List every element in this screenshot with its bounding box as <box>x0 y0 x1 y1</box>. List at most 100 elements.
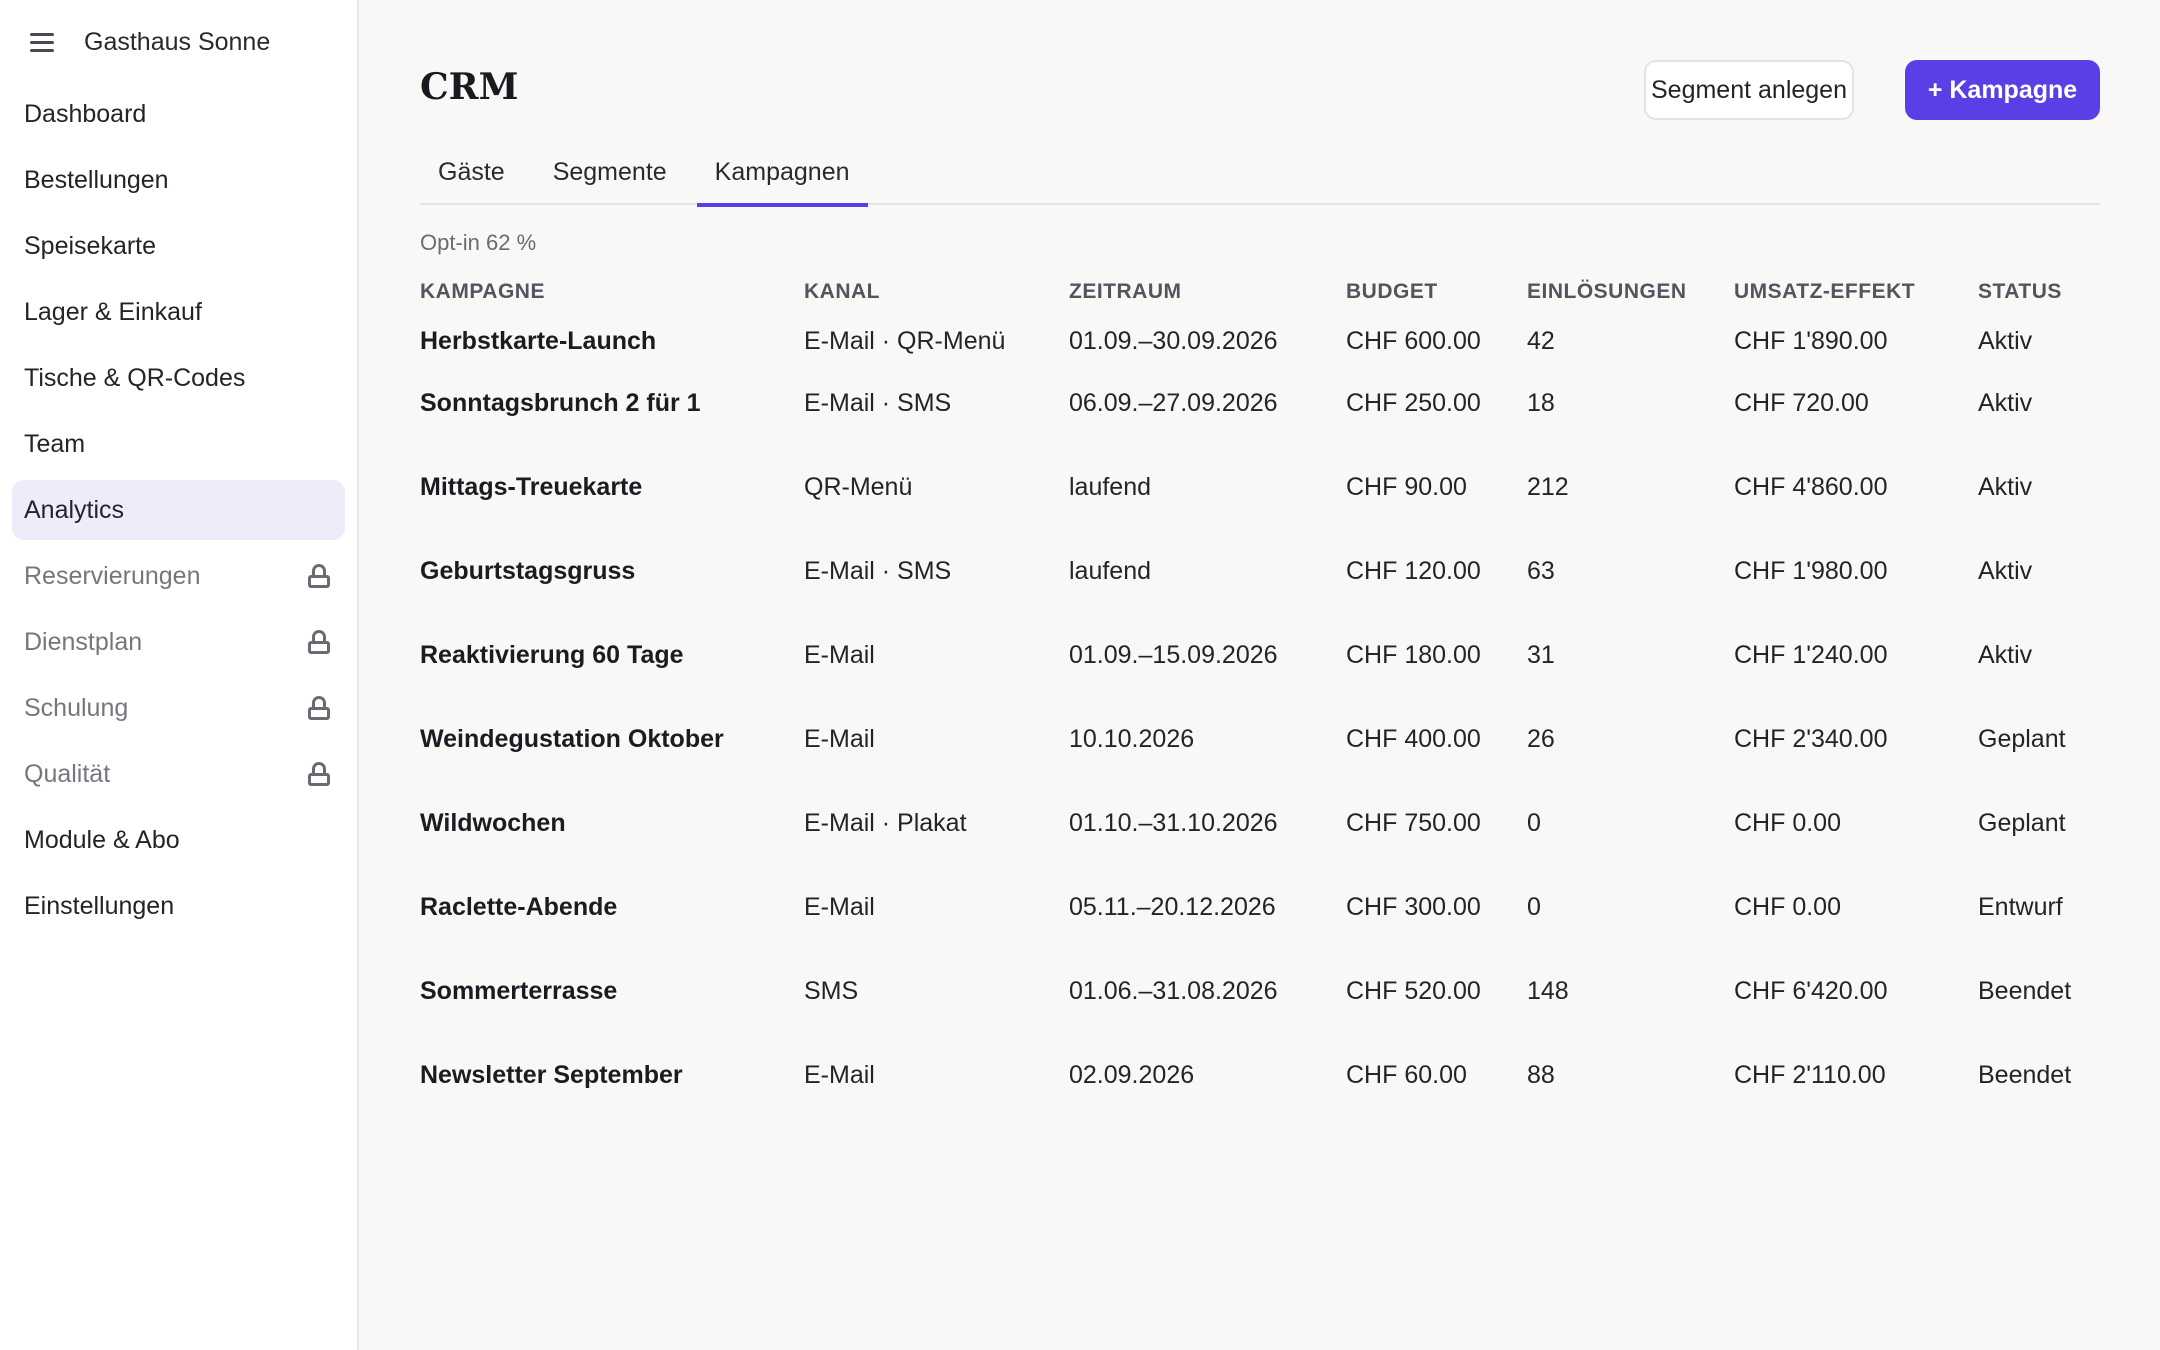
campaign-revenue-effect: CHF 1'890.00 <box>1734 326 1888 355</box>
campaign-status: Aktiv <box>1978 472 2033 501</box>
campaign-name: Sommerterrasse <box>420 976 618 1005</box>
sidebar-item-reservierungen[interactable]: Reservierungen <box>12 546 345 606</box>
add-kampagne-button[interactable]: + Kampagne <box>1905 60 2100 120</box>
column-header-kanal[interactable]: KANAL <box>804 280 880 303</box>
lock-icon <box>307 629 331 655</box>
campaign-name: Newsletter September <box>420 1060 683 1089</box>
campaign-channel: E-Mail <box>804 892 875 921</box>
column-header-budget[interactable]: BUDGET <box>1346 280 1438 303</box>
sidebar-item-speisekarte[interactable]: Speisekarte <box>12 216 345 276</box>
campaign-budget: CHF 180.00 <box>1346 640 1481 669</box>
campaign-redemptions: 212 <box>1527 472 1569 501</box>
campaign-redemptions: 148 <box>1527 976 1569 1005</box>
table-row[interactable]: Geburtstagsgruss E-Mail · SMS laufend CH… <box>420 540 2100 624</box>
sidebar-item-label: Qualität <box>24 759 111 788</box>
tab-kampagnen[interactable]: Kampagnen <box>696 148 868 207</box>
campaign-status: Aktiv <box>1978 326 2033 355</box>
hamburger-menu-icon[interactable] <box>28 31 56 53</box>
campaign-redemptions: 18 <box>1527 388 1555 417</box>
campaign-period: 02.09.2026 <box>1069 1060 1195 1089</box>
sidebar-item-label: Bestellungen <box>24 165 169 194</box>
campaign-channel: E-Mail · Plakat <box>804 808 967 837</box>
table-row[interactable]: Reaktivierung 60 Tage E-Mail 01.09.–15.0… <box>420 624 2100 708</box>
campaign-budget: CHF 90.00 <box>1346 472 1467 501</box>
column-header-umsatz-effekt[interactable]: UMSATZ-EFFEKT <box>1734 280 1916 303</box>
campaign-period: 01.10.–31.10.2026 <box>1069 808 1278 837</box>
campaign-budget: CHF 60.00 <box>1346 1060 1467 1089</box>
campaign-channel: E-Mail <box>804 724 875 753</box>
sidebar-item-label: Tische & QR-Codes <box>24 363 246 392</box>
campaign-redemptions: 88 <box>1527 1060 1555 1089</box>
sidebar-item-label: Lager & Einkauf <box>24 297 202 326</box>
sidebar-item-lager-einkauf[interactable]: Lager & Einkauf <box>12 282 345 342</box>
sidebar-item-team[interactable]: Team <box>12 414 345 474</box>
table-row[interactable]: Herbstkarte-Launch E-Mail · QR-Menü 01.0… <box>420 316 2100 372</box>
campaign-status: Entwurf <box>1978 892 2063 921</box>
table-row[interactable]: Sommerterrasse SMS 01.06.–31.08.2026 CHF… <box>420 960 2100 1044</box>
campaign-name: Weindegustation Oktober <box>420 724 724 753</box>
column-header-zeitraum[interactable]: ZEITRAUM <box>1069 280 1182 303</box>
table-row[interactable]: Sonntagsbrunch 2 für 1 E-Mail · SMS 06.0… <box>420 372 2100 456</box>
campaign-budget: CHF 400.00 <box>1346 724 1481 753</box>
sidebar-item-label: Einstellungen <box>24 891 175 920</box>
tab-gaeste[interactable]: Gäste <box>438 158 505 186</box>
campaign-period: 06.09.–27.09.2026 <box>1069 388 1278 417</box>
campaign-revenue-effect: CHF 2'340.00 <box>1734 724 1888 753</box>
table-row[interactable]: Mittags-Treuekarte QR-Menü laufend CHF 9… <box>420 456 2100 540</box>
column-header-einloesungen[interactable]: EINLÖSUNGEN <box>1527 280 1687 303</box>
campaign-status: Beendet <box>1978 1060 2072 1089</box>
sidebar-item-label: Module & Abo <box>24 825 180 854</box>
sidebar-item-bestellungen[interactable]: Bestellungen <box>12 150 345 210</box>
app-name: Gasthaus Sonne <box>84 27 271 56</box>
optin-rate: Opt-in 62 % <box>420 230 537 255</box>
campaign-revenue-effect: CHF 0.00 <box>1734 808 1841 837</box>
lock-icon <box>307 695 331 721</box>
sidebar-item-label: Schulung <box>24 693 129 722</box>
sidebar-item-dashboard[interactable]: Dashboard <box>12 84 345 144</box>
campaign-name: Sonntagsbrunch 2 für 1 <box>420 388 701 417</box>
sidebar-item-label: Analytics <box>24 495 125 524</box>
sidebar-item-label: Team <box>24 429 86 458</box>
campaign-redemptions: 0 <box>1527 892 1541 921</box>
campaign-channel: E-Mail · SMS <box>804 556 952 585</box>
sidebar-item-dienstplan[interactable]: Dienstplan <box>12 612 345 672</box>
sidebar-item-tische-qr-codes[interactable]: Tische & QR-Codes <box>12 348 345 408</box>
campaign-revenue-effect: CHF 6'420.00 <box>1734 976 1888 1005</box>
campaign-revenue-effect: CHF 1'980.00 <box>1734 556 1888 585</box>
campaign-status: Aktiv <box>1978 388 2033 417</box>
campaign-budget: CHF 600.00 <box>1346 326 1481 355</box>
campaign-name: Reaktivierung 60 Tage <box>420 640 684 669</box>
campaign-redemptions: 42 <box>1527 326 1555 355</box>
sidebar-item-schulung[interactable]: Schulung <box>12 678 345 738</box>
campaign-redemptions: 26 <box>1527 724 1555 753</box>
sidebar-item-analytics[interactable]: Analytics <box>12 480 345 540</box>
campaign-revenue-effect: CHF 2'110.00 <box>1734 1060 1886 1089</box>
campaign-name: Wildwochen <box>420 808 566 837</box>
tab-bar: Gäste Segmente Kampagnen <box>420 148 2100 207</box>
sidebar-item-qualitaet[interactable]: Qualität <box>12 744 345 804</box>
sidebar-item-module-abo[interactable]: Module & Abo <box>12 810 345 870</box>
table-row[interactable]: Weindegustation Oktober E-Mail 10.10.202… <box>420 708 2100 792</box>
table-row[interactable]: Wildwochen E-Mail · Plakat 01.10.–31.10.… <box>420 792 2100 876</box>
sidebar-item-label: Reservierungen <box>24 561 201 590</box>
campaign-name: Raclette-Abende <box>420 892 618 921</box>
campaign-status: Geplant <box>1978 808 2066 837</box>
segment-anlegen-button[interactable]: Segment anlegen <box>1644 60 1854 120</box>
campaign-period: 10.10.2026 <box>1069 724 1195 753</box>
table-row[interactable]: Newsletter September E-Mail 02.09.2026 C… <box>420 1044 2100 1128</box>
campaign-revenue-effect: CHF 720.00 <box>1734 388 1869 417</box>
page-title: CRM <box>420 66 519 108</box>
lock-icon <box>307 563 331 589</box>
table-header-row: KAMPAGNE KANAL ZEITRAUM BUDGET EINLÖSUNG… <box>420 280 2100 316</box>
campaign-period: laufend <box>1069 556 1152 585</box>
tab-segmente[interactable]: Segmente <box>552 158 667 186</box>
campaign-period: 01.09.–30.09.2026 <box>1069 326 1278 355</box>
column-header-status[interactable]: STATUS <box>1978 280 2062 303</box>
sidebar-item-einstellungen[interactable]: Einstellungen <box>12 876 345 936</box>
campaign-status: Aktiv <box>1978 556 2033 585</box>
column-header-kampagne[interactable]: KAMPAGNE <box>420 280 545 303</box>
table-row[interactable]: Raclette-Abende E-Mail 05.11.–20.12.2026… <box>420 876 2100 960</box>
campaign-revenue-effect: CHF 4'860.00 <box>1734 472 1888 501</box>
campaign-name: Mittags-Treuekarte <box>420 472 643 501</box>
campaign-budget: CHF 300.00 <box>1346 892 1481 921</box>
